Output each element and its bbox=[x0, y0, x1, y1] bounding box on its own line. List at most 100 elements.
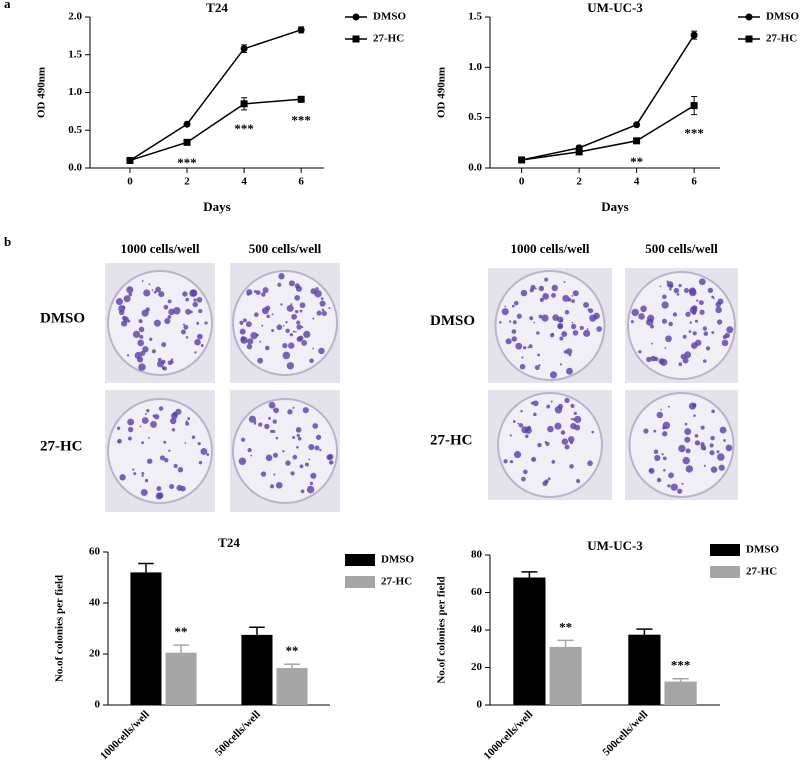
colony bbox=[270, 429, 274, 433]
colony bbox=[320, 297, 324, 301]
colony bbox=[662, 431, 668, 437]
colony bbox=[549, 371, 558, 379]
colony bbox=[647, 318, 650, 321]
colony bbox=[654, 454, 661, 462]
colony bbox=[719, 426, 727, 434]
colony bbox=[272, 419, 277, 424]
colony bbox=[554, 422, 562, 430]
colony bbox=[527, 346, 530, 349]
significance-label: *** bbox=[234, 121, 254, 136]
colony bbox=[185, 308, 192, 315]
colony bbox=[703, 359, 707, 363]
colony bbox=[509, 460, 514, 464]
colony bbox=[721, 339, 729, 347]
colony bbox=[511, 329, 517, 334]
colony bbox=[709, 443, 714, 448]
colony bbox=[288, 280, 295, 287]
y-tick-label: 0.5 bbox=[468, 111, 482, 123]
colony bbox=[565, 348, 573, 355]
colony bbox=[185, 420, 188, 423]
colony bbox=[141, 474, 144, 477]
colony bbox=[546, 404, 551, 409]
colony bbox=[710, 435, 715, 441]
colony bbox=[321, 310, 327, 317]
colony bbox=[246, 343, 253, 350]
colony bbox=[536, 331, 540, 335]
colony bbox=[501, 308, 509, 316]
row-label: DMSO bbox=[430, 313, 475, 329]
colony bbox=[520, 410, 523, 413]
dish bbox=[627, 271, 736, 380]
y-tick-label: 40 bbox=[471, 624, 483, 636]
column-label: 1000 cells/well bbox=[510, 241, 589, 256]
legend-marker bbox=[745, 13, 753, 21]
colony bbox=[189, 289, 197, 297]
marker bbox=[297, 26, 305, 34]
colony bbox=[170, 360, 174, 364]
bar bbox=[276, 668, 308, 705]
colony bbox=[678, 444, 686, 453]
colony bbox=[143, 289, 151, 297]
colony bbox=[315, 287, 319, 291]
colony bbox=[196, 321, 200, 325]
colony bbox=[682, 334, 687, 339]
row-label: 27-HC bbox=[430, 432, 473, 448]
y-axis-label: OD 490nm bbox=[36, 67, 48, 118]
colony bbox=[302, 407, 309, 414]
colony bbox=[710, 466, 718, 473]
significance-label: ** bbox=[286, 643, 299, 658]
colony bbox=[673, 287, 680, 294]
error-bar bbox=[173, 644, 189, 653]
colony bbox=[296, 320, 301, 325]
colony bbox=[153, 290, 157, 294]
colony bbox=[312, 317, 315, 320]
significance-label: *** bbox=[671, 658, 691, 673]
chart-title: T24 bbox=[206, 0, 228, 15]
colony bbox=[574, 415, 582, 424]
colony bbox=[583, 329, 591, 337]
colony bbox=[278, 273, 285, 280]
colony bbox=[538, 314, 543, 319]
colony bbox=[292, 330, 295, 333]
colony bbox=[191, 435, 196, 440]
colony bbox=[314, 445, 320, 451]
significance-label: *** bbox=[177, 155, 197, 170]
x-tick-label: 0 bbox=[127, 176, 133, 188]
colony bbox=[153, 319, 161, 327]
colony bbox=[309, 358, 314, 364]
colony bbox=[297, 436, 302, 441]
legend-swatch bbox=[345, 576, 375, 588]
y-tick-label: 0.0 bbox=[68, 162, 82, 174]
x-tick-label: 500cells/well bbox=[600, 708, 650, 758]
colony bbox=[515, 342, 523, 350]
colony bbox=[715, 306, 722, 314]
line bbox=[521, 104, 695, 161]
colony bbox=[292, 435, 296, 440]
colony bbox=[709, 450, 715, 456]
panel-label: a bbox=[4, 0, 11, 11]
colony bbox=[167, 299, 172, 304]
colony bbox=[140, 489, 148, 497]
colony bbox=[528, 344, 533, 349]
colony bbox=[161, 342, 167, 348]
dish bbox=[497, 392, 603, 498]
colony bbox=[538, 364, 541, 367]
colony bbox=[566, 367, 573, 375]
colony bbox=[725, 444, 733, 452]
colony bbox=[716, 450, 720, 454]
colony bbox=[573, 411, 577, 416]
legend-label: 27-HC bbox=[373, 33, 404, 45]
colony bbox=[319, 448, 322, 452]
y-tick-label: 80 bbox=[471, 549, 483, 561]
colony bbox=[638, 313, 645, 320]
colony bbox=[661, 453, 664, 456]
colony bbox=[298, 335, 304, 341]
legend-label: DMSO bbox=[381, 554, 414, 566]
colony bbox=[505, 338, 512, 345]
bar bbox=[241, 634, 273, 705]
legend-label: DMSO bbox=[373, 11, 406, 23]
colony bbox=[531, 456, 537, 462]
colony bbox=[282, 450, 285, 453]
colony bbox=[653, 356, 659, 362]
error-bar bbox=[138, 562, 154, 573]
